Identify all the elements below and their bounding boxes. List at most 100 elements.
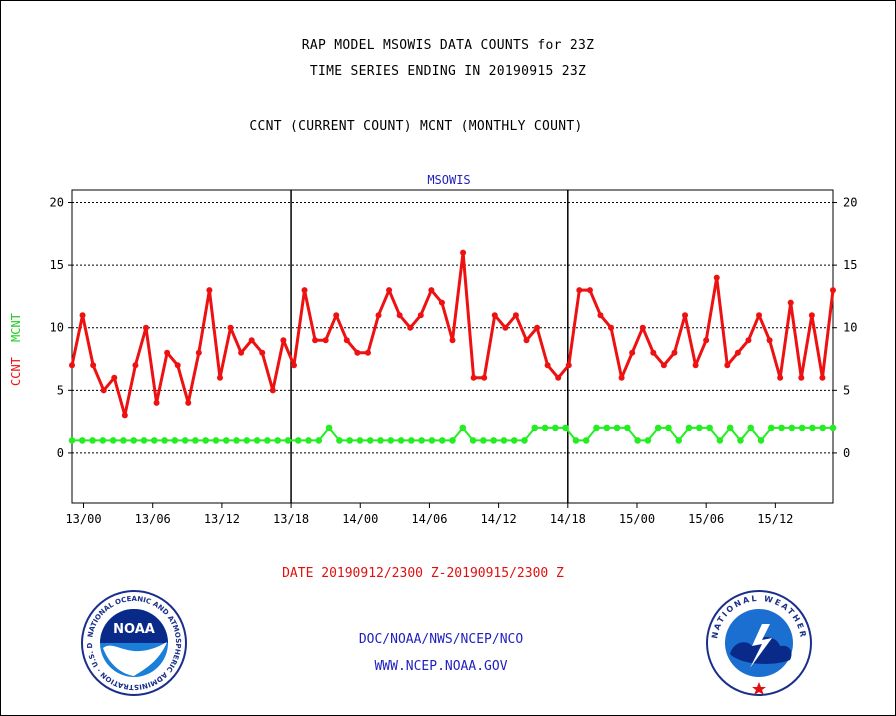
data-point-mcnt	[356, 437, 364, 444]
data-point-ccnt	[206, 287, 213, 294]
data-point-mcnt	[120, 437, 127, 444]
x-tick-label: 15/12	[757, 512, 793, 526]
data-point-ccnt	[343, 337, 350, 344]
data-point-mcnt	[757, 437, 765, 444]
data-point-ccnt	[671, 349, 678, 356]
data-point-ccnt	[364, 349, 371, 356]
y-tick-label-right: 10	[843, 321, 857, 335]
data-point-mcnt	[78, 437, 86, 444]
nws-logo[interactable]: NATIONAL WEATHER SERVICE	[706, 590, 812, 696]
data-point-mcnt	[829, 424, 837, 432]
agency-link[interactable]: DOC/NOAA/NWS/NCEP/NCO	[358, 632, 524, 647]
data-point-mcnt	[788, 424, 796, 432]
data-point-mcnt	[685, 424, 693, 432]
data-point-ccnt	[216, 374, 223, 381]
x-tick-label: 15/00	[619, 512, 655, 526]
data-point-mcnt	[747, 424, 755, 432]
data-point-mcnt	[500, 437, 508, 444]
data-point-ccnt	[756, 312, 763, 319]
date-range-label: DATE 20190912/2300 Z-20190915/2300 Z	[282, 566, 564, 581]
data-point-ccnt	[555, 374, 562, 381]
data-point-ccnt	[100, 387, 107, 394]
data-point-mcnt	[665, 424, 672, 432]
data-point-mcnt	[624, 424, 631, 432]
y-tick-label-left: 0	[57, 446, 64, 460]
data-point-mcnt	[438, 437, 446, 444]
plot-area-frame	[71, 189, 834, 504]
data-point-mcnt	[346, 437, 353, 444]
data-point-ccnt	[333, 312, 340, 319]
data-point-mcnt	[336, 437, 343, 444]
data-point-ccnt	[386, 287, 393, 294]
data-point-mcnt	[418, 437, 425, 444]
y-tick-label-left: 15	[50, 258, 64, 272]
data-point-ccnt	[481, 374, 488, 381]
data-point-mcnt	[253, 437, 261, 444]
data-point-ccnt	[290, 362, 297, 369]
data-point-mcnt	[819, 424, 827, 432]
data-point-mcnt	[541, 424, 549, 432]
data-point-ccnt	[660, 362, 667, 369]
series-layer	[68, 249, 837, 444]
nws-star-icon	[752, 682, 766, 695]
data-point-ccnt	[534, 324, 541, 331]
data-point-mcnt	[274, 437, 281, 444]
data-point-mcnt	[767, 424, 775, 432]
data-point-mcnt	[634, 437, 641, 444]
data-point-mcnt	[325, 424, 333, 432]
day-separators	[290, 190, 569, 503]
data-point-ccnt	[682, 312, 689, 319]
data-point-mcnt	[737, 437, 744, 444]
data-point-ccnt	[417, 312, 424, 319]
data-point-mcnt	[408, 437, 415, 444]
data-point-ccnt	[269, 387, 276, 394]
data-point-mcnt	[222, 437, 230, 444]
data-point-mcnt	[397, 437, 405, 444]
data-point-mcnt	[305, 437, 312, 444]
data-point-ccnt	[586, 287, 593, 294]
data-point-ccnt	[301, 287, 308, 294]
noaa-logo[interactable]: NATIONAL OCEANIC AND ATMOSPHERIC ADMINIS…	[81, 590, 187, 696]
website-link[interactable]: WWW.NCEP.NOAA.GOV	[374, 659, 508, 674]
chart-title-line1: RAP MODEL MSOWIS DATA COUNTS for 23Z	[301, 38, 595, 53]
data-point-ccnt	[121, 412, 128, 419]
data-point-ccnt	[713, 274, 720, 281]
data-point-ccnt	[512, 312, 519, 319]
data-point-mcnt	[140, 437, 148, 444]
chart-subtitle: CCNT (CURRENT COUNT) MCNT (MONTHLY COUNT…	[249, 119, 583, 134]
data-point-ccnt	[703, 337, 710, 344]
data-point-ccnt	[153, 399, 160, 406]
data-point-ccnt	[312, 337, 319, 344]
y-tick-label-right: 0	[843, 446, 850, 460]
data-point-mcnt	[572, 437, 580, 444]
data-point-mcnt	[603, 424, 611, 432]
data-point-ccnt	[69, 362, 75, 369]
data-point-ccnt	[608, 324, 615, 331]
data-point-mcnt	[593, 424, 600, 432]
panel-title: MSOWIS	[427, 173, 470, 187]
data-point-mcnt	[696, 424, 703, 432]
data-point-ccnt	[449, 337, 456, 344]
data-point-mcnt	[161, 437, 168, 444]
x-tick-label: 15/06	[688, 512, 724, 526]
axis-ticks: 0 0 5 5 10 10 15 15 20 20 13/00 13/06 13/12 13/18 14/0…	[50, 196, 858, 526]
data-point-ccnt	[142, 324, 149, 331]
data-point-mcnt	[809, 424, 816, 432]
data-point-mcnt	[428, 437, 436, 444]
data-point-mcnt	[130, 437, 138, 444]
data-point-ccnt	[195, 349, 202, 356]
data-point-mcnt	[510, 437, 518, 444]
data-point-mcnt	[181, 437, 189, 444]
data-point-mcnt	[552, 424, 559, 432]
noaa-wordmark: NOAA	[113, 622, 155, 637]
data-point-ccnt	[650, 349, 657, 356]
data-point-mcnt	[469, 437, 477, 444]
data-point-mcnt	[654, 424, 662, 432]
y-tick-label-left: 20	[50, 196, 64, 210]
data-point-mcnt	[192, 437, 199, 444]
x-tick-label: 14/12	[481, 512, 517, 526]
data-point-mcnt	[89, 437, 96, 444]
data-point-mcnt	[490, 437, 497, 444]
data-point-mcnt	[202, 437, 209, 444]
nws-lightning-icon	[750, 624, 772, 668]
